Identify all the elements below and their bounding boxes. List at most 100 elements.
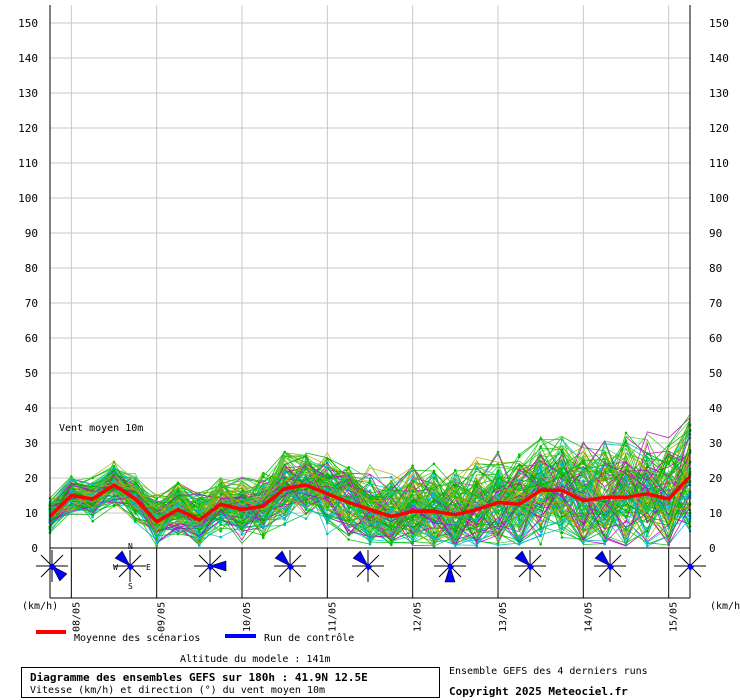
ensemble-member-point — [326, 516, 329, 520]
ensemble-member-point — [91, 502, 94, 505]
ensemble-member-point — [91, 476, 94, 480]
y-tick-label-right: 30 — [709, 437, 722, 450]
y-unit-right: (km/h) — [710, 601, 740, 612]
y-tick-label-right: 120 — [709, 122, 729, 135]
ensemble-member-point — [646, 462, 649, 466]
ensemble-member-point — [560, 477, 564, 481]
y-tick-label-right: 40 — [709, 402, 722, 415]
ensemble-member-point — [283, 484, 287, 488]
ensemble-member-point — [539, 445, 542, 448]
ensemble-member-point — [304, 517, 308, 520]
y-tick-label-right: 80 — [709, 262, 722, 275]
rose-petal — [352, 550, 369, 567]
ensemble-member-point — [411, 538, 415, 541]
ensemble-member-point — [304, 508, 308, 512]
ensemble-member-point — [283, 482, 287, 486]
ensemble-member-point — [539, 534, 542, 538]
ensemble-member-point — [667, 513, 670, 516]
ensemble-member-point — [198, 537, 201, 540]
ensemble-member-point — [198, 528, 201, 531]
rose-petal — [444, 564, 456, 583]
ensemble-member-point — [390, 495, 393, 499]
x-date-label: 11/05 — [327, 602, 338, 632]
legend-label-mean: Moyenne des scénarios — [74, 632, 200, 644]
ensemble-member-point — [624, 476, 628, 480]
ensemble-member-point — [539, 437, 542, 441]
ensemble-member-point — [496, 474, 500, 477]
ensemble-member-point — [432, 515, 436, 519]
ensemble-member-point — [518, 537, 521, 540]
rose-core — [447, 563, 454, 571]
rose-core — [207, 563, 214, 571]
ensemble-member-point — [304, 500, 308, 504]
chart-subtitle: Vitesse (km/h) et direction (°) du vent … — [30, 685, 326, 696]
rose-core — [287, 563, 294, 571]
ensemble-member-point — [496, 486, 500, 489]
ensemble-member-point — [432, 497, 436, 500]
ensemble-member-point — [176, 481, 180, 485]
x-date-label: 10/05 — [242, 602, 253, 632]
rose-core — [49, 563, 56, 571]
ensemble-member-point — [390, 524, 393, 528]
ensemble-member-point — [539, 497, 542, 501]
wind-rose — [434, 550, 466, 583]
y-tick-label-right: 150 — [709, 17, 729, 30]
ensemble-member-point — [646, 527, 649, 530]
y-tick-label-left: 80 — [25, 262, 38, 275]
ensemble-member-point — [262, 472, 265, 475]
ensemble-member-point — [198, 543, 201, 547]
ensemble-member-point — [539, 468, 542, 472]
y-tick-label-left: 120 — [18, 122, 38, 135]
ensemble-member-point — [432, 518, 436, 522]
ensemble-member-point — [560, 518, 564, 521]
rose-core — [365, 563, 372, 571]
ensemble-member-point — [624, 536, 628, 540]
ensemble-member-point — [390, 510, 393, 513]
ensemble-member-point — [667, 506, 670, 510]
ensemble-member-point — [454, 543, 457, 547]
ensemble-member-point — [560, 523, 564, 527]
ensemble-member-point — [603, 478, 606, 482]
ensemble-member-point — [475, 502, 479, 506]
ensemble-member-point — [603, 442, 606, 446]
ensemble-member-point — [646, 452, 649, 455]
ensemble-member-point — [603, 542, 606, 546]
ensemble-member-point — [390, 543, 393, 547]
ensemble-member-point — [518, 453, 521, 457]
ensemble-member-point — [624, 468, 628, 472]
ensemble-member-point — [603, 515, 606, 519]
ensemble-members — [48, 414, 692, 548]
ensemble-member-point — [347, 495, 351, 499]
ensemble-member-point — [624, 440, 628, 444]
ensemble-member-point — [475, 465, 479, 469]
ensemble-member-point — [560, 448, 564, 452]
ensemble-member-point — [496, 477, 500, 480]
ensemble-member-line — [49, 444, 691, 533]
ensemble-member-point — [411, 489, 415, 493]
ensemble-member-point — [432, 477, 436, 480]
ensemble-member-point — [198, 509, 201, 513]
ensemble-member-point — [198, 530, 201, 534]
x-date-label: 08/05 — [71, 602, 82, 632]
ensemble-member-point — [91, 519, 94, 523]
copyright: Copyright 2025 Meteociel.fr — [449, 685, 628, 698]
y-tick-label-left: 70 — [25, 297, 38, 310]
ensemble-member-point — [176, 513, 180, 516]
compass-label: W — [113, 563, 118, 572]
mean-series-line — [48, 475, 692, 524]
ensemble-member-point — [112, 504, 116, 508]
ensemble-member-point — [539, 463, 542, 467]
ensemble-member-point — [347, 538, 351, 541]
legend-label-control: Run de contrôle — [264, 632, 354, 644]
ensemble-member-point — [475, 544, 479, 547]
x-date-label: 12/05 — [413, 602, 424, 632]
ensemble-member-point — [283, 507, 287, 511]
ensemble-member-point — [411, 464, 415, 468]
ensemble-member-point — [262, 536, 265, 540]
y-tick-label-left: 30 — [25, 437, 38, 450]
ensemble-member-point — [582, 479, 585, 483]
ensemble-member-point — [432, 536, 436, 539]
ensemble-member-point — [496, 450, 500, 454]
ensemble-member-point — [518, 455, 521, 459]
ensemble-member-point — [454, 468, 457, 472]
